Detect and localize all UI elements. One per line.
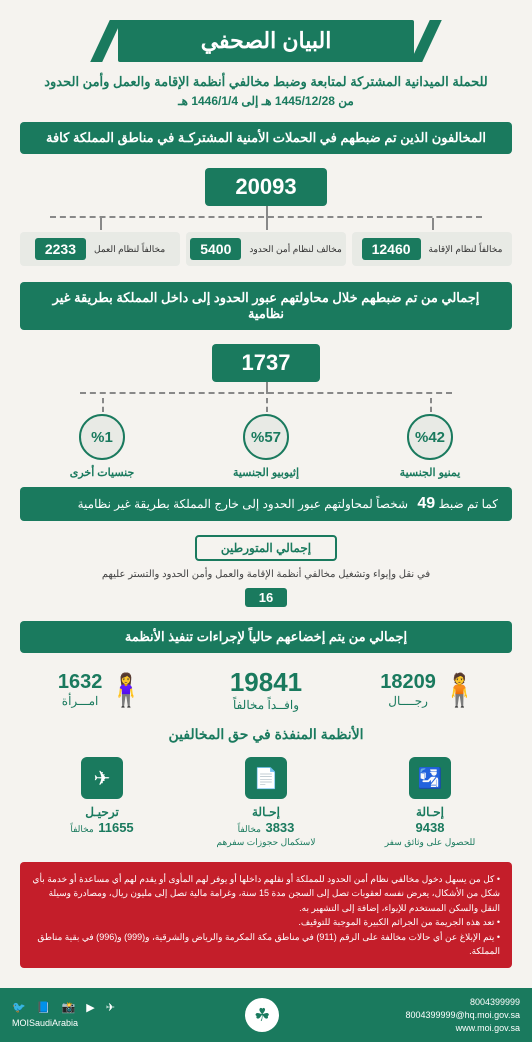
pct-label: يمنيو الجنسية (348, 466, 512, 479)
stat-box: مخالفاً لنظام الإقامة 12460 (352, 232, 512, 266)
stat-label: مخالفاً لنظام الإقامة (429, 244, 503, 255)
passport-icon: 🛂 (409, 757, 451, 799)
document-icon: 📄 (245, 757, 287, 799)
stat-label: مخالف لنظام أمن الحدود (249, 244, 341, 255)
exec-item: 📄 إحـالة 3833 مخالفاً لاستكمال حجوزات سف… (184, 757, 348, 848)
social-handle: MOISaudiArabia (12, 1017, 119, 1030)
text: شخصاً لمحاولتهم عبور الحدود إلى خارج الم… (78, 497, 408, 511)
warning-line: كل من يسهل دخول مخالفي نظام أمن الحدود ل… (32, 872, 500, 915)
value: 11655 (98, 820, 133, 835)
section6-title: الأنظمة المنفذة في حق المخالفين (20, 726, 512, 743)
prefix: كما تم ضبط (438, 497, 498, 511)
section5-heading: إجمالي من يتم إخضاعهم حالياً لإجراءات تن… (20, 621, 512, 653)
label: ترحيـل (20, 805, 184, 819)
value: 3833 (265, 820, 294, 835)
stat-value: 2233 (35, 238, 86, 260)
section1-heading: المخالفون الذين تم ضبطهم في الحملات الأم… (20, 122, 512, 154)
gender-total: 19841 وافــداً مخالفاً (184, 667, 348, 712)
connector-line (80, 392, 452, 394)
pct-item: %42 يمنيو الجنسية (348, 414, 512, 479)
section4-desc: في نقل وإيواء وتشغيل مخالفي أنظمة الإقام… (20, 569, 512, 580)
section3-bar: كما تم ضبط 49 شخصاً لمحاولتهم عبور الحدو… (20, 487, 512, 521)
social-icons: 🐦 📘 📸 ▶ ✈ (12, 1001, 119, 1016)
pct-item: %1 جنسيات أخرى (20, 414, 184, 479)
section4-value: 16 (245, 588, 287, 607)
stat-box: مخالفاً لنظام العمل 2233 (20, 232, 180, 266)
section2-heading: إجمالي من تم ضبطهم خلال محاولتهم عبور ال… (20, 282, 512, 330)
num: 49 (417, 495, 435, 512)
phone: 8004399999 (405, 996, 520, 1009)
text-bold: داخل المملكة (116, 290, 188, 305)
section1-breakdown: مخالفاً لنظام الإقامة 12460 مخالف لنظام … (20, 232, 512, 266)
label: امـــرأة (58, 694, 103, 708)
pct-row: %42 يمنيو الجنسية %57 إثيوبيو الجنسية %1… (20, 414, 512, 479)
subtitle: للحملة الميدانية المشتركة لمتابعة وضبط م… (20, 74, 512, 90)
num: 1632 (58, 671, 103, 694)
gender-women: 🧍‍♀️ 1632 امـــرأة (20, 671, 184, 709)
label: إحـالة (184, 805, 348, 819)
pct-item: %57 إثيوبيو الجنسية (184, 414, 348, 479)
sub: مخالفاً (70, 824, 93, 834)
label: رجــــال (380, 694, 436, 708)
emblem-icon: ☘ (245, 998, 279, 1032)
pct-label: جنسيات أخرى (20, 466, 184, 479)
num: 18209 (380, 671, 436, 694)
pct-label: إثيوبيو الجنسية (184, 466, 348, 479)
stat-label: مخالفاً لنظام العمل (94, 244, 165, 255)
text: إجمالي من تم ضبطهم خلال محاولتهم عبور ال… (188, 290, 479, 305)
section4-pill: إجمالي المتورطين (195, 535, 337, 561)
stat-value: 5400 (190, 238, 241, 260)
sub2: مخالفاً (238, 824, 261, 834)
section1-total: 20093 (205, 168, 326, 206)
infographic-page: البيان الصحفي للحملة الميدانية المشتركة … (0, 0, 532, 988)
pct-value: %1 (79, 414, 125, 460)
page-title: البيان الصحفي (118, 20, 413, 62)
num: 19841 (184, 667, 348, 698)
warning-line: تعد هذه الجريمة من الجرائم الكبيرة الموج… (32, 915, 500, 929)
stat-value: 12460 (362, 238, 421, 260)
exec-item: 🛂 إحـالة 9438 للحصول على وثائق سفر (348, 757, 512, 848)
plane-icon: ✈ (81, 757, 123, 799)
exec-row: 🛂 إحـالة 9438 للحصول على وثائق سفر 📄 إحـ… (20, 757, 512, 848)
pct-value: %57 (243, 414, 289, 460)
footer: 🐦 📘 📸 ▶ ✈ MOISaudiArabia ☘ 8004399999 80… (0, 988, 532, 1042)
pct-value: %42 (407, 414, 453, 460)
sub: للحصول على وثائق سفر (348, 837, 512, 848)
date-range: من 1445/12/28 هـ إلى 1446/1/4 هـ (20, 94, 512, 108)
label: وافــداً مخالفاً (184, 698, 348, 712)
gender-row: 🧍 18209 رجــــال 19841 وافــداً مخالفاً … (20, 667, 512, 712)
email: 8004399999@hq.moi.gov.sa (405, 1009, 520, 1022)
site: www.moi.gov.sa (405, 1022, 520, 1035)
footer-contact: 8004399999 8004399999@hq.moi.gov.sa www.… (405, 996, 520, 1034)
exec-item: ✈ ترحيـل 11655 مخالفاً (20, 757, 184, 848)
value: 9438 (416, 820, 445, 835)
female-icon: 🧍‍♀️ (106, 671, 146, 709)
warning-line: يتم الإبلاغ عن أي حالات مخالفة على الرقم… (32, 930, 500, 959)
footer-social: 🐦 📘 📸 ▶ ✈ MOISaudiArabia (12, 1001, 119, 1029)
warning-box: كل من يسهل دخول مخالفي نظام أمن الحدود ل… (20, 862, 512, 968)
label: إحـالة (348, 805, 512, 819)
gender-men: 🧍 18209 رجــــال (348, 671, 512, 709)
sub: لاستكمال حجوزات سفرهم (184, 837, 348, 848)
section2-total: 1737 (212, 344, 321, 382)
male-icon: 🧍 (440, 671, 480, 709)
stat-box: مخالف لنظام أمن الحدود 5400 (186, 232, 346, 266)
